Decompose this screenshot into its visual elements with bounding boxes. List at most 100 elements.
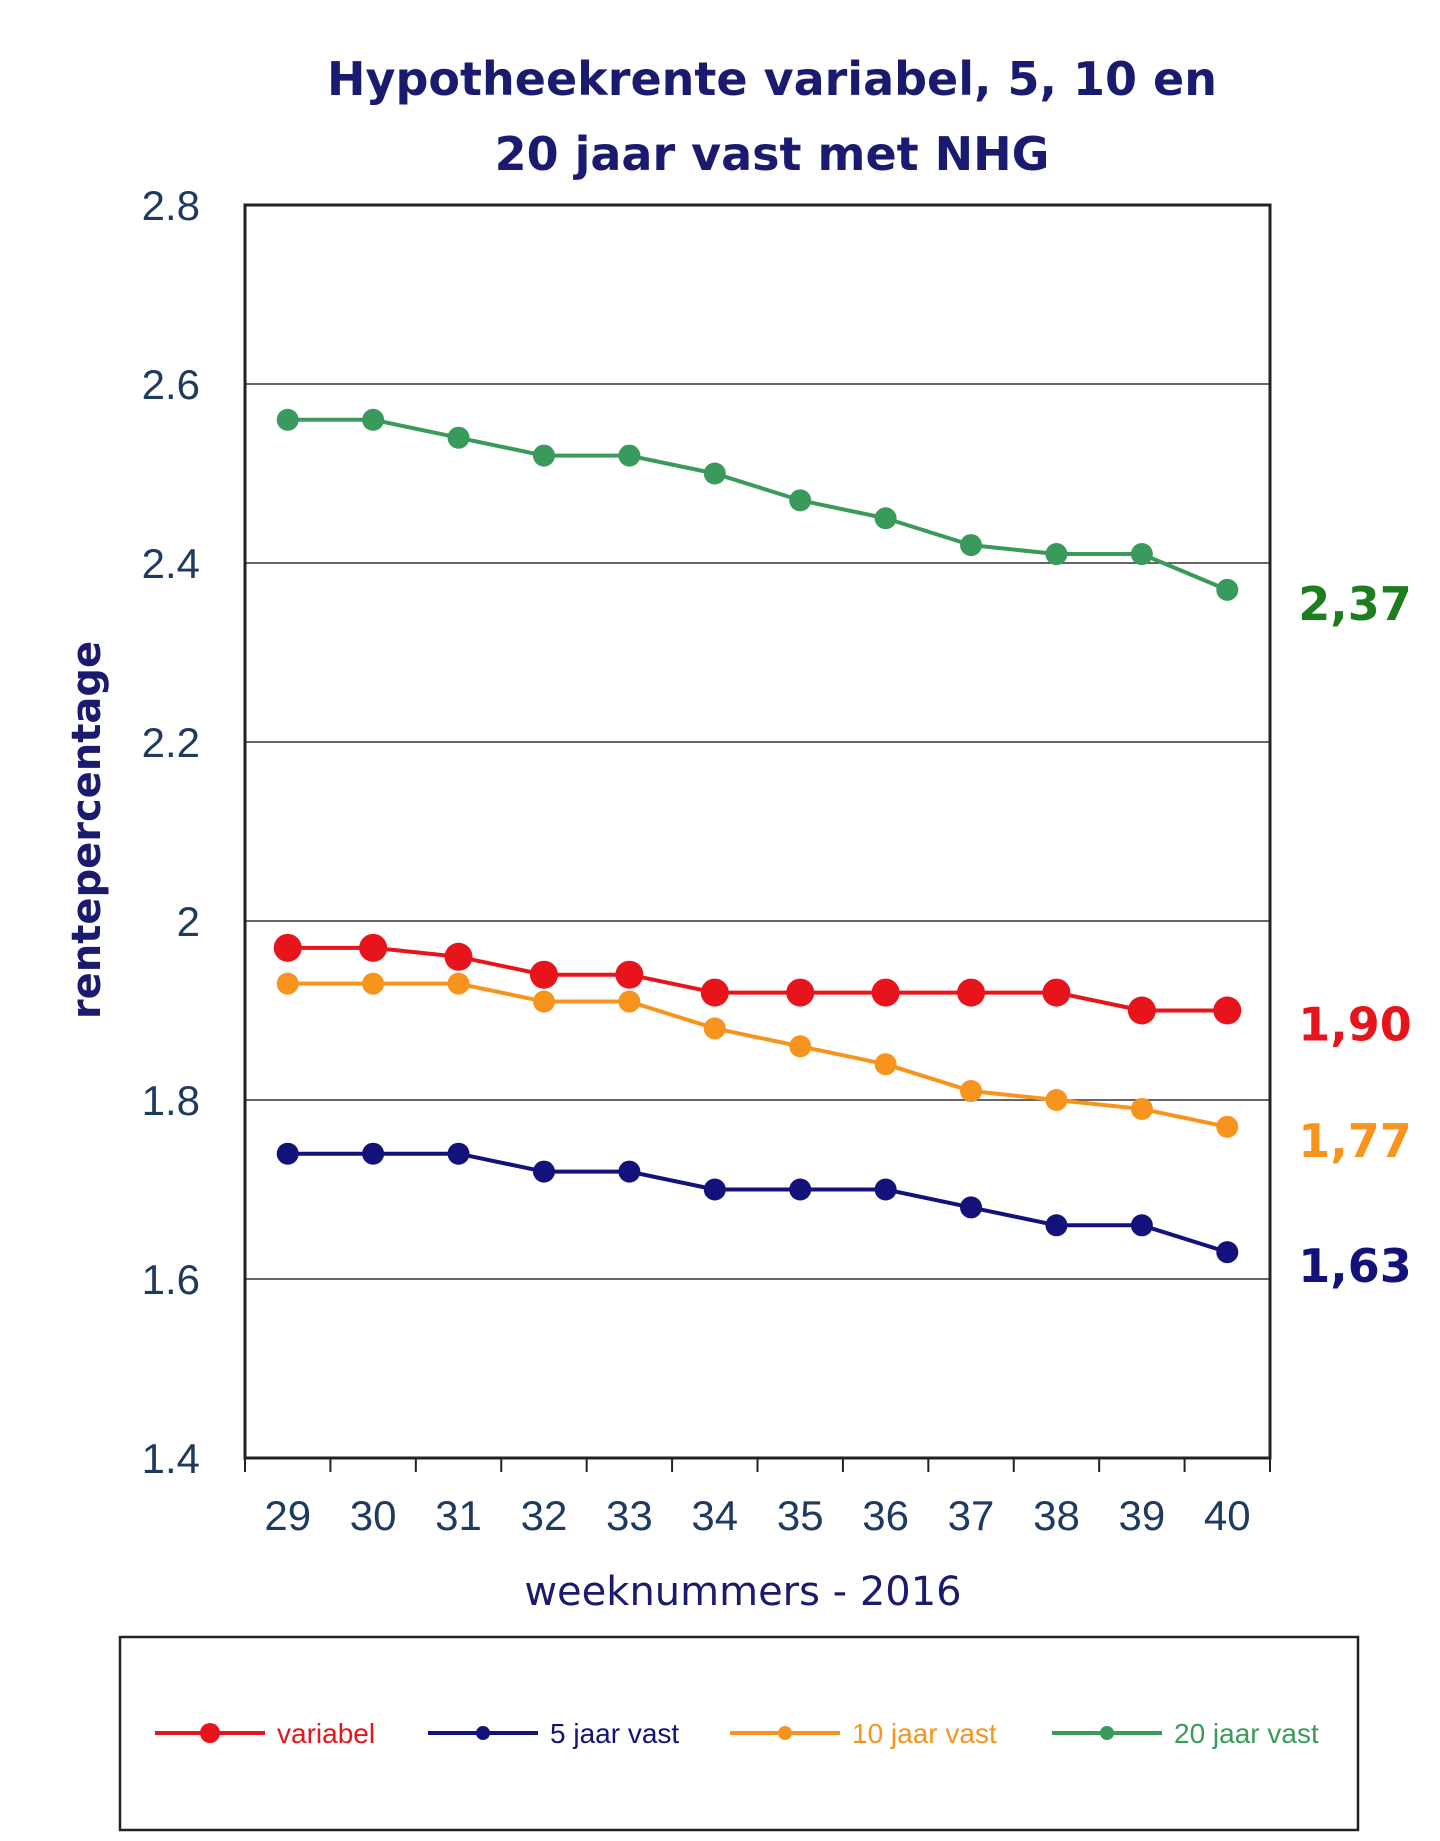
gridlines bbox=[245, 383, 1270, 1280]
data-point-variabel-33 bbox=[615, 960, 644, 989]
series-line-5-jaar-vast bbox=[287, 1151, 1228, 1255]
x-tick-label-34: 34 bbox=[691, 1492, 738, 1539]
end-label-10-jaar-vast: 1,77 bbox=[1298, 1114, 1412, 1168]
data-point-5-jaar-vast-38 bbox=[1045, 1214, 1068, 1237]
x-tick-label-33: 33 bbox=[606, 1492, 653, 1539]
data-point-10-jaar-vast-32 bbox=[532, 990, 555, 1013]
legend-item-5-jaar-vast: 5 jaar vast bbox=[428, 1718, 679, 1749]
data-point-20-jaar-vast-40 bbox=[1216, 578, 1239, 601]
x-tick-label-38: 38 bbox=[1033, 1492, 1080, 1539]
y-tick-label-2: 2 bbox=[177, 898, 200, 945]
legend-swatch-marker-10-jaar-vast bbox=[778, 1726, 792, 1740]
legend-item-variabel: variabel bbox=[155, 1718, 375, 1749]
series-10-jaar-vast bbox=[276, 972, 1239, 1138]
data-point-variabel-36 bbox=[871, 978, 900, 1007]
data-point-10-jaar-vast-40 bbox=[1216, 1115, 1239, 1138]
y-tick-label-2.4: 2.4 bbox=[142, 540, 200, 587]
legend-label-20-jaar-vast: 20 jaar vast bbox=[1174, 1718, 1319, 1749]
legend-item-20-jaar-vast: 20 jaar vast bbox=[1052, 1718, 1319, 1749]
data-point-20-jaar-vast-35 bbox=[789, 489, 812, 512]
data-point-10-jaar-vast-34 bbox=[703, 1017, 726, 1040]
x-tick-label-32: 32 bbox=[521, 1492, 568, 1539]
data-point-variabel-29 bbox=[273, 933, 302, 962]
x-tick-label-40: 40 bbox=[1204, 1492, 1251, 1539]
data-point-5-jaar-vast-39 bbox=[1130, 1214, 1153, 1237]
data-point-variabel-30 bbox=[359, 933, 388, 962]
data-point-20-jaar-vast-29 bbox=[276, 408, 299, 431]
data-point-10-jaar-vast-30 bbox=[362, 972, 385, 995]
data-point-10-jaar-vast-35 bbox=[789, 1035, 812, 1058]
series-line-10-jaar-vast bbox=[287, 981, 1228, 1129]
x-tick-label-35: 35 bbox=[777, 1492, 824, 1539]
x-tick-label-39: 39 bbox=[1119, 1492, 1166, 1539]
data-point-variabel-38 bbox=[1042, 978, 1071, 1007]
data-point-20-jaar-vast-31 bbox=[447, 426, 470, 449]
y-tick-label-2.8: 2.8 bbox=[142, 182, 200, 229]
data-point-variabel-40 bbox=[1213, 996, 1242, 1025]
data-point-10-jaar-vast-29 bbox=[276, 972, 299, 995]
chart-title-line-1: Hypotheekrente variabel, 5, 10 en bbox=[327, 52, 1217, 106]
legend-label-5-jaar-vast: 5 jaar vast bbox=[550, 1718, 679, 1749]
data-point-variabel-37 bbox=[957, 978, 986, 1007]
data-point-5-jaar-vast-37 bbox=[960, 1196, 983, 1219]
data-point-20-jaar-vast-34 bbox=[703, 462, 726, 485]
series-5-jaar-vast bbox=[276, 1142, 1239, 1264]
data-point-20-jaar-vast-36 bbox=[874, 507, 897, 530]
y-axis-label: rentepercentage bbox=[64, 641, 110, 1019]
x-axis-label: weeknummers - 2016 bbox=[524, 1569, 961, 1615]
data-point-5-jaar-vast-40 bbox=[1216, 1241, 1239, 1264]
data-point-10-jaar-vast-36 bbox=[874, 1053, 897, 1076]
legend-label-10-jaar-vast: 10 jaar vast bbox=[852, 1718, 997, 1749]
x-tick-label-30: 30 bbox=[350, 1492, 397, 1539]
data-point-variabel-35 bbox=[786, 978, 815, 1007]
data-point-5-jaar-vast-35 bbox=[789, 1178, 812, 1201]
y-tick-label-2.2: 2.2 bbox=[142, 719, 200, 766]
plot-area-border bbox=[243, 203, 1272, 1460]
data-point-20-jaar-vast-38 bbox=[1045, 543, 1068, 566]
legend-swatch-marker-20-jaar-vast bbox=[1100, 1726, 1114, 1740]
data-point-10-jaar-vast-31 bbox=[447, 972, 470, 995]
data-point-variabel-31 bbox=[444, 942, 473, 971]
data-point-variabel-39 bbox=[1127, 996, 1156, 1025]
data-point-10-jaar-vast-33 bbox=[618, 990, 641, 1013]
legend: variabel 5 jaar vast 10 jaar vast 20 jaar v… bbox=[155, 1718, 1319, 1749]
y-tick-label-2.6: 2.6 bbox=[142, 361, 200, 408]
data-point-5-jaar-vast-33 bbox=[618, 1160, 641, 1183]
data-point-variabel-32 bbox=[529, 960, 558, 989]
data-point-10-jaar-vast-39 bbox=[1130, 1097, 1153, 1120]
data-point-20-jaar-vast-39 bbox=[1130, 543, 1153, 566]
data-point-variabel-34 bbox=[700, 978, 729, 1007]
data-point-5-jaar-vast-32 bbox=[532, 1160, 555, 1183]
series-variabel bbox=[273, 933, 1242, 1025]
chart-title-line-2: 20 jaar vast met NHG bbox=[495, 127, 1050, 181]
x-axis-ticks: 29 30 31 32 33 34 35 36 37 38 39 40 bbox=[244, 1458, 1271, 1539]
data-point-10-jaar-vast-37 bbox=[960, 1080, 983, 1103]
end-label-variabel: 1,90 bbox=[1298, 998, 1412, 1052]
y-axis-ticks: 1.4 1.6 1.8 2 2.2 2.4 2.6 2.8 bbox=[142, 182, 200, 1482]
data-point-10-jaar-vast-38 bbox=[1045, 1089, 1068, 1111]
data-point-20-jaar-vast-32 bbox=[532, 444, 555, 467]
x-tick-label-37: 37 bbox=[948, 1492, 995, 1539]
data-point-20-jaar-vast-33 bbox=[618, 444, 641, 467]
x-tick-label-36: 36 bbox=[862, 1492, 909, 1539]
end-label-5-jaar-vast: 1,63 bbox=[1298, 1239, 1412, 1293]
data-point-20-jaar-vast-37 bbox=[960, 534, 983, 557]
y-tick-label-1.8: 1.8 bbox=[142, 1077, 200, 1124]
data-point-5-jaar-vast-36 bbox=[874, 1178, 897, 1201]
series-group bbox=[273, 408, 1242, 1264]
data-point-5-jaar-vast-29 bbox=[276, 1142, 299, 1165]
series-20-jaar-vast bbox=[276, 408, 1239, 601]
y-tick-label-1.6: 1.6 bbox=[142, 1256, 200, 1303]
x-tick-label-31: 31 bbox=[435, 1492, 482, 1539]
data-point-5-jaar-vast-30 bbox=[362, 1142, 385, 1165]
data-point-5-jaar-vast-34 bbox=[703, 1178, 726, 1201]
data-point-20-jaar-vast-30 bbox=[362, 408, 385, 431]
series-line-20-jaar-vast bbox=[287, 417, 1229, 592]
y-tick-label-1.4: 1.4 bbox=[142, 1435, 200, 1482]
legend-swatch-marker-5-jaar-vast bbox=[476, 1726, 490, 1740]
legend-label-variabel: variabel bbox=[277, 1718, 375, 1749]
series-line-variabel bbox=[287, 945, 1228, 1013]
data-point-5-jaar-vast-31 bbox=[447, 1142, 470, 1165]
end-label-20-jaar-vast: 2,37 bbox=[1298, 577, 1412, 631]
